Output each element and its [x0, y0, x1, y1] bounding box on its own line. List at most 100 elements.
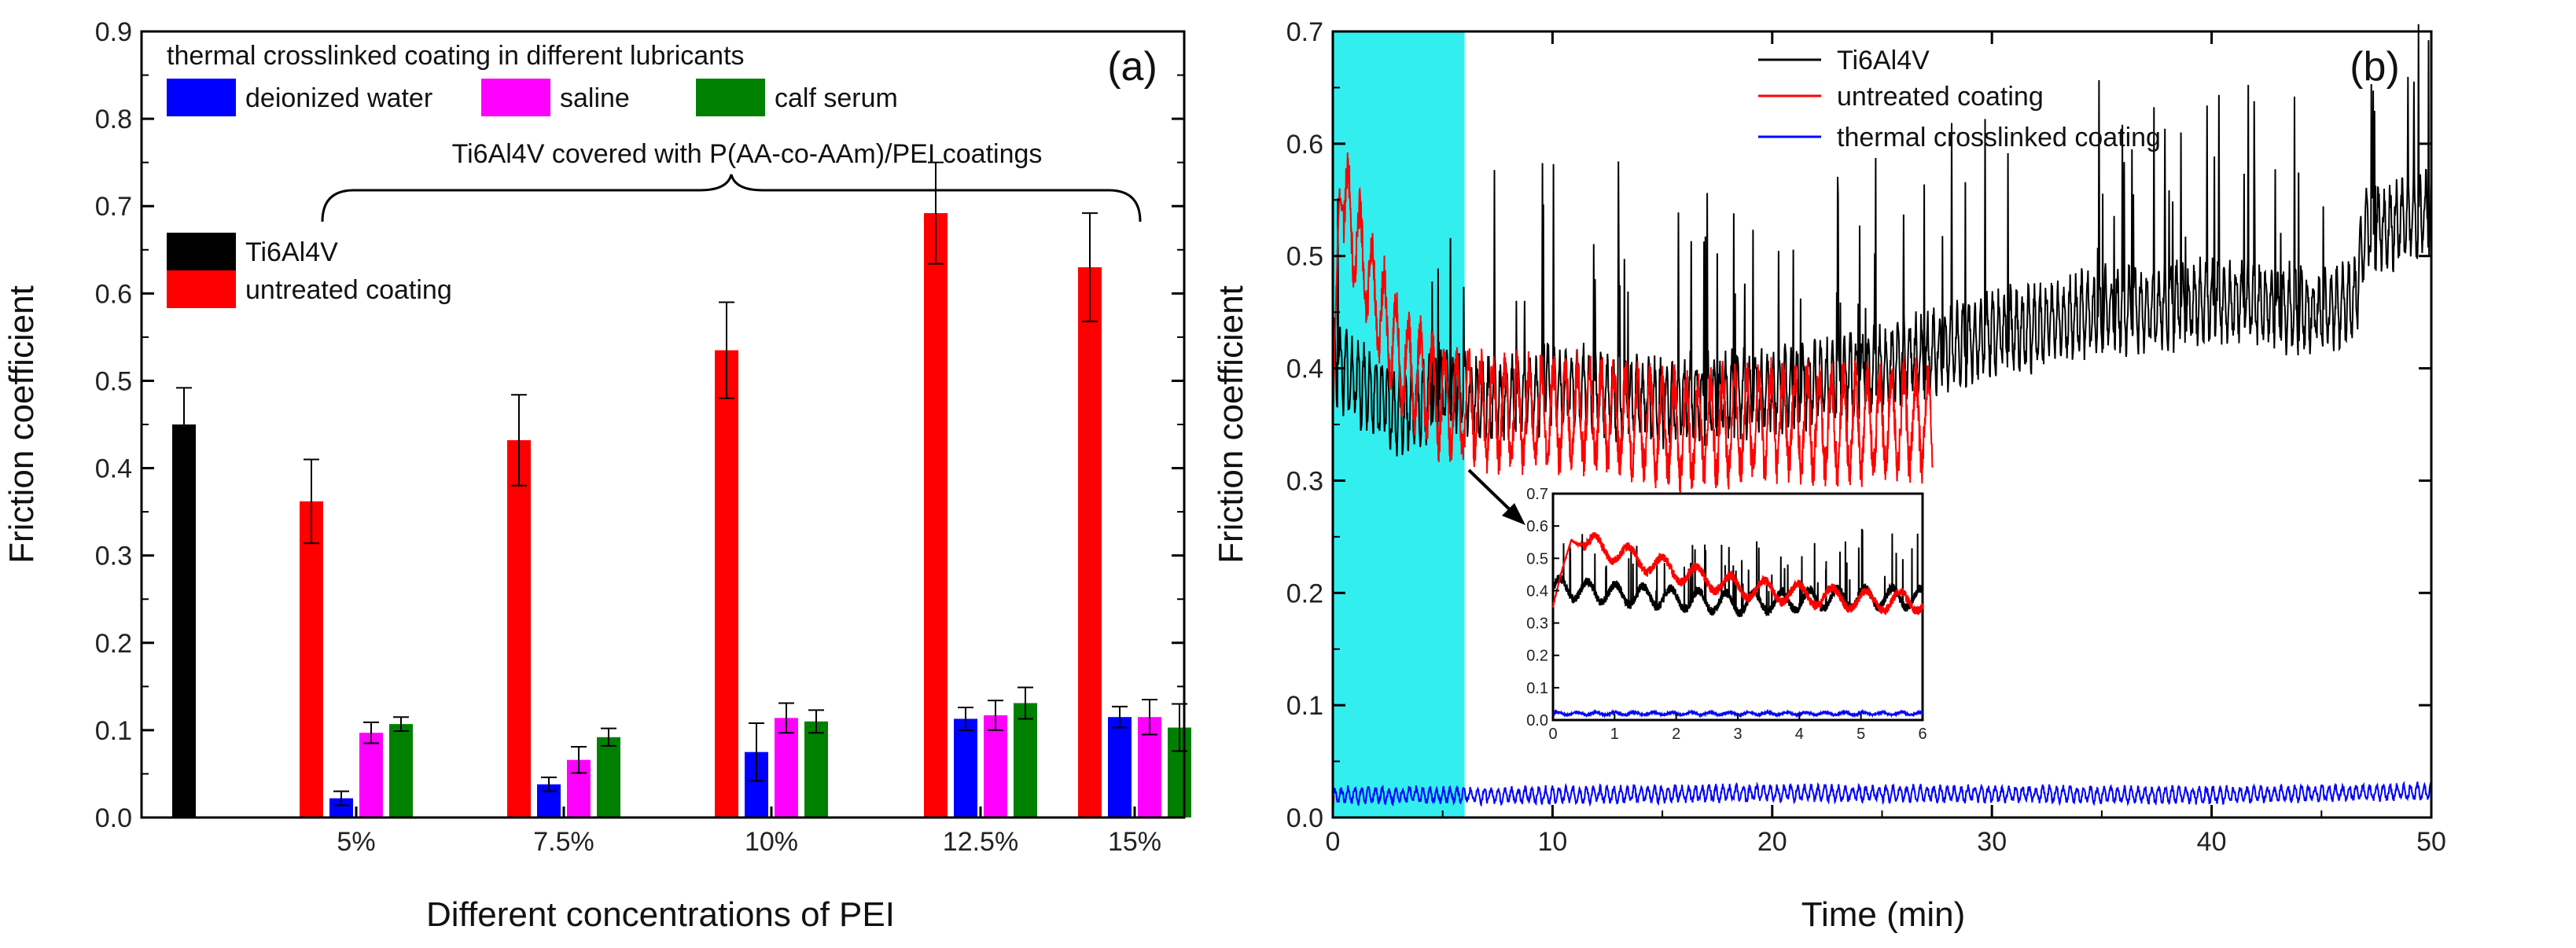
y-tick-label-a: 0.9 [95, 17, 132, 47]
legend-label-untreated: untreated coating [245, 275, 452, 305]
x-tick-label-b: 30 [1977, 827, 2007, 857]
panel-b-frame [1331, 30, 2433, 819]
series-line-crosslinked [1332, 781, 2432, 807]
inset-y-tick-label: 0.5 [1526, 550, 1548, 568]
series-line-untreated [1332, 152, 1934, 494]
y-tick-label-a: 0.2 [95, 629, 132, 659]
legend-swatch-deionized-water [167, 79, 236, 116]
y-tick-label-b: 0.5 [1286, 242, 1323, 272]
x-tick-label-a: 12.5% [943, 827, 1018, 857]
x-tick-label-a: 10% [745, 827, 798, 857]
x-tick-label-b: 10 [1537, 827, 1567, 857]
inset-ticks: 0 1 2 3 4 5 6 0.0 0.1 0.2 0.3 0.4 0.5 0.6 0.7 [1526, 486, 1926, 743]
bar-saline [984, 715, 1007, 818]
bar-deionized-water [1108, 717, 1132, 818]
x-tick-label-a: 7.5% [533, 827, 594, 857]
series-line-ti6al4v [1332, 24, 2432, 457]
inset-x-tick-label: 2 [1672, 726, 1680, 743]
inset-y-tick-label: 0.7 [1526, 486, 1548, 503]
inset-y-tick-label: 0.4 [1526, 582, 1548, 600]
bar-calf-serum [597, 737, 620, 818]
bar-untreated-coating [924, 213, 948, 818]
inset-y-tick-label: 0.0 [1526, 712, 1548, 729]
legend-swatch-untreated [167, 270, 236, 308]
legend-b-label-ti6al4v: Ti6Al4V [1837, 46, 1930, 75]
x-tick-label-b: 50 [2416, 827, 2446, 857]
legend-b-label-crosslinked: thermal crosslinked coating [1837, 123, 2161, 152]
panel-b: 0 10 20 30 40 500.00.10.20.30.40.50.60.7 (b) … [1212, 17, 2446, 934]
bar-untreated-coating [300, 501, 323, 818]
panel-a-x-axis-label: Different concentrations of PEI [426, 895, 895, 934]
y-tick-label-a: 0.4 [95, 454, 132, 484]
inset-x-tick-label: 0 [1548, 726, 1557, 743]
bar-untreated-coating [507, 440, 531, 818]
bar-untreated-coating [715, 350, 738, 818]
y-tick-label-a: 0.8 [95, 105, 132, 134]
legend-swatch-ti6al4v [167, 233, 236, 270]
bar-untreated-coating [1078, 267, 1102, 818]
legend-label-ti6al4v: Ti6Al4V [245, 237, 338, 267]
x-tick-label-b: 0 [1326, 827, 1341, 857]
y-tick-label-a: 0.0 [95, 803, 132, 833]
inset-y-tick-label: 0.3 [1526, 615, 1548, 633]
y-tick-label-b: 0.7 [1286, 17, 1323, 47]
bar-saline [775, 718, 798, 818]
inset-x-tick-label: 4 [1795, 726, 1804, 743]
x-tick-label-b: 20 [1757, 827, 1787, 857]
y-tick-label-a: 0.1 [95, 716, 132, 746]
legend-label-calf-serum: calf serum [775, 83, 898, 113]
inset-line-untreated [1552, 532, 1923, 616]
bar-saline [359, 733, 383, 818]
y-tick-label-a: 0.5 [95, 366, 132, 396]
inset-x-tick-label: 5 [1857, 726, 1865, 743]
legend-swatch-saline [481, 79, 550, 116]
legend-b-label-untreated: untreated coating [1837, 82, 2044, 112]
legend-label-saline: saline [560, 83, 630, 113]
bar-deionized-water [954, 718, 977, 818]
panel-a-ticks: 0.0 0.1 0.2 0.3 0.4 0.5 0.6 0.7 0.8 0.9 5% 7.5% 10% 1… [95, 17, 1184, 857]
inset-line-ti6al4v [1552, 528, 1923, 618]
panel-a-label: (a) [1107, 44, 1157, 90]
y-tick-label-a: 0.3 [95, 542, 132, 571]
legend-label-deionized-water: deionized water [245, 83, 432, 113]
y-tick-label-b: 0.4 [1286, 355, 1323, 384]
y-tick-label-b: 0.0 [1286, 803, 1323, 833]
inset-y-tick-label: 0.1 [1526, 680, 1548, 697]
x-tick-label-a: 15% [1108, 827, 1161, 857]
panel-a: (a) Friction coefficient Different conce… [2, 17, 1191, 934]
inset-x-tick-label: 1 [1610, 726, 1619, 743]
brace [321, 174, 1142, 222]
y-tick-label-a: 0.6 [95, 279, 132, 309]
inset-chart: 0 1 2 3 4 5 6 0.0 0.1 0.2 0.3 0.4 0.5 0.6 0.7 [1526, 486, 1926, 743]
inset-x-tick-label: 3 [1733, 726, 1742, 743]
bar-calf-serum [804, 721, 828, 818]
y-tick-label-b: 0.6 [1286, 130, 1323, 160]
y-tick-label-b: 0.1 [1286, 691, 1323, 721]
panel-b-series [1332, 24, 2432, 818]
panel-a-frame [140, 30, 1186, 819]
inset-y-tick-label: 0.2 [1526, 648, 1548, 665]
brace-annotation: Ti6Al4V covered with P(AA-co-AAm)/PEI co… [452, 139, 1043, 169]
legend-swatch-calf-serum [696, 79, 765, 116]
y-tick-label-b: 0.3 [1286, 466, 1323, 496]
y-tick-label-a: 0.7 [95, 192, 132, 222]
y-tick-label-b: 0.2 [1286, 579, 1323, 608]
panel-a-y-axis-label: Friction coefficient [2, 285, 41, 564]
bar-ti6al4v [172, 424, 196, 818]
inset-y-tick-label: 0.6 [1526, 518, 1548, 535]
panel-b-x-axis-label: Time (min) [1801, 895, 1966, 934]
inset-arrow [1467, 468, 1518, 517]
inset-frame [1551, 492, 1924, 722]
bar-calf-serum [1014, 703, 1037, 818]
bar-calf-serum [389, 724, 413, 818]
panel-b-y-axis-label: Friction coefficient [1212, 285, 1250, 564]
panel-b-label: (b) [2350, 44, 2400, 90]
inset-x-tick-label: 6 [1918, 726, 1926, 743]
highlight-span [1333, 31, 1465, 818]
inset-arrow-head [1502, 503, 1525, 525]
x-tick-label-b: 40 [2197, 827, 2227, 857]
panel-a-bars [172, 161, 1191, 818]
x-tick-label-a: 5% [337, 827, 375, 857]
legend-group-title: thermal crosslinked coating in different… [167, 41, 745, 71]
